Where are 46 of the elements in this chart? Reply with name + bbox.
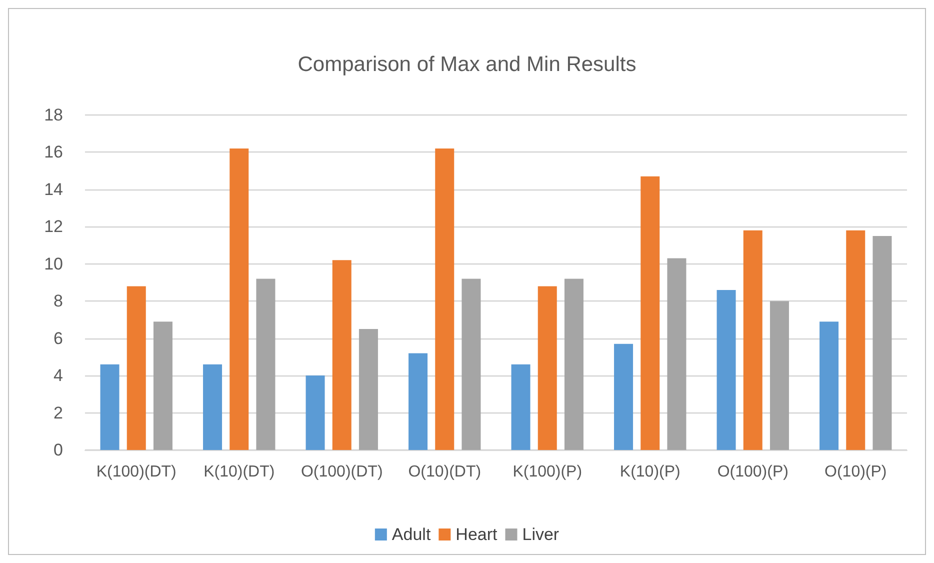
bar bbox=[770, 301, 789, 450]
bar bbox=[820, 322, 839, 450]
x-tick-label: O(100)(DT) bbox=[300, 464, 383, 480]
bar bbox=[667, 258, 686, 450]
y-tick-label: 4 bbox=[54, 366, 63, 386]
bar bbox=[256, 278, 276, 450]
bar bbox=[153, 322, 172, 450]
y-tick-label: 12 bbox=[44, 217, 63, 236]
x-tick-label: O(10)(P) bbox=[824, 464, 887, 480]
bar bbox=[872, 236, 892, 450]
y-tick-label: 6 bbox=[54, 328, 63, 348]
bar bbox=[203, 364, 222, 450]
y-tick-label: 0 bbox=[54, 440, 63, 460]
y-tick-label: 14 bbox=[44, 180, 63, 199]
x-tick-label: K(10)(P) bbox=[620, 464, 680, 480]
bar bbox=[230, 148, 249, 450]
legend-label: Liver bbox=[522, 525, 560, 544]
y-tick-label: 18 bbox=[44, 106, 63, 124]
bar bbox=[846, 230, 866, 450]
y-tick-label: 10 bbox=[44, 254, 63, 274]
bar bbox=[332, 260, 352, 450]
y-tick-label: 16 bbox=[44, 142, 63, 162]
bar bbox=[306, 376, 325, 450]
x-tick-label: K(100)(DT) bbox=[96, 464, 176, 480]
bar bbox=[462, 278, 481, 450]
bar bbox=[614, 344, 634, 450]
bar bbox=[743, 230, 762, 450]
bar bbox=[408, 353, 428, 450]
bar bbox=[640, 176, 660, 450]
x-tick-label: K(100)(P) bbox=[512, 464, 582, 480]
chart-title: Comparison of Max and Min Results bbox=[298, 53, 636, 76]
legend-label: Adult bbox=[392, 525, 431, 544]
y-tick-label: 8 bbox=[54, 292, 63, 311]
x-tick-label: O(100)(P) bbox=[717, 464, 788, 480]
bar bbox=[126, 286, 146, 450]
bar bbox=[358, 329, 378, 450]
legend-label: Heart bbox=[456, 525, 498, 544]
bar bbox=[511, 364, 530, 450]
bar bbox=[435, 148, 454, 450]
bar bbox=[716, 290, 736, 450]
bar bbox=[100, 364, 120, 450]
bar bbox=[564, 278, 584, 450]
x-tick-label: O(10)(DT) bbox=[408, 464, 482, 480]
y-tick-label: 2 bbox=[54, 403, 63, 422]
bar bbox=[538, 286, 557, 450]
x-tick-label: K(10)(DT) bbox=[204, 464, 275, 480]
